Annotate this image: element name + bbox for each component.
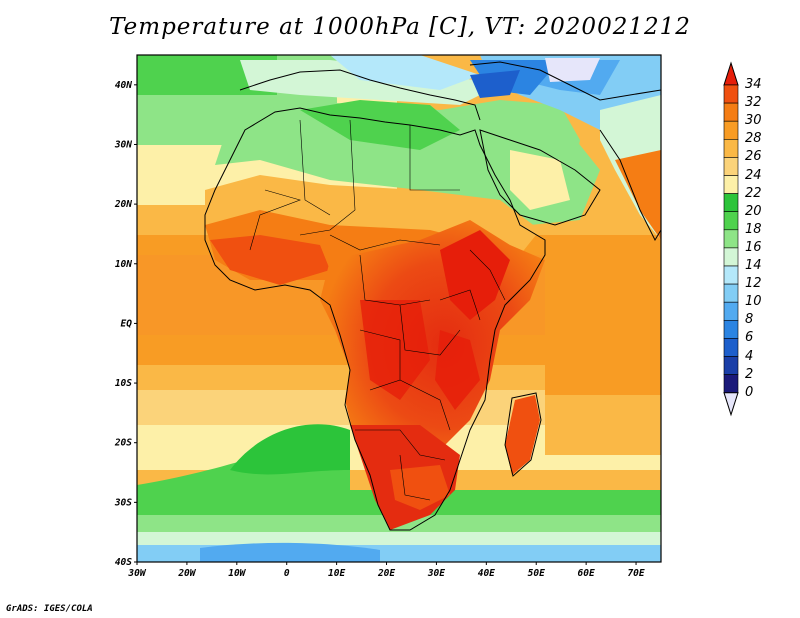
lat-label-EQ: EQ xyxy=(121,318,133,329)
colorbar-label: 4 xyxy=(745,348,754,364)
coastlines xyxy=(204,61,662,531)
lon-label-70E: 70E xyxy=(627,568,644,579)
colorbar-segment xyxy=(723,120,739,140)
colorbar-label: 26 xyxy=(745,149,762,165)
colorbar-segment xyxy=(723,247,739,267)
lat-label-40N: 40N xyxy=(115,80,132,91)
lon-label-10E: 10E xyxy=(328,568,345,579)
colorbar-label: 34 xyxy=(745,77,762,92)
lon-label-0: 0 xyxy=(284,568,290,579)
colorbar-segment xyxy=(723,193,739,213)
longitude-axis: 30W 20W 10W 0 10E 20E 30E 40E 50E 60E 70E xyxy=(127,562,645,579)
colorbar-top-triangle xyxy=(723,61,739,86)
colorbar-label: 30 xyxy=(745,113,762,129)
colorbar-label: 14 xyxy=(745,258,762,273)
borders xyxy=(249,119,506,501)
colorbar-segment xyxy=(723,157,739,176)
lon-label-20E: 20E xyxy=(377,568,395,579)
colorbar-label: 24 xyxy=(745,167,762,183)
colorbar-label: 32 xyxy=(745,95,762,111)
colorbar xyxy=(723,61,739,417)
lat-label-30S: 30S xyxy=(114,497,132,508)
credit-text: GrADS: IGES/COLA xyxy=(6,604,93,614)
colorbar-label: 10 xyxy=(745,294,762,310)
lon-label-30E: 30E xyxy=(427,568,445,579)
colorbar-segment xyxy=(723,283,739,303)
lon-label-20W: 20W xyxy=(177,568,196,579)
plot-frame xyxy=(136,54,662,563)
lat-label-20N: 20N xyxy=(114,199,132,210)
map-title: Temperature at 1000hPa [C], VT: 20200212… xyxy=(109,14,691,40)
lat-label-40S: 40S xyxy=(115,557,132,568)
colorbar-label: 18 xyxy=(745,221,762,237)
colorbar-label: 22 xyxy=(745,185,762,201)
lon-label-60E: 60E xyxy=(578,568,595,579)
colorbar-label: 12 xyxy=(745,276,762,292)
lat-label-10N: 10N xyxy=(115,259,132,270)
colorbar-label: 28 xyxy=(745,131,762,147)
lon-label-40E: 40E xyxy=(478,568,495,579)
latitude-axis: 40N 30N 20N 10N EQ 10S 20S 30S 40S xyxy=(114,80,137,568)
colorbar-segment xyxy=(723,229,739,249)
colorbar-segment xyxy=(723,175,739,194)
colorbar-segment xyxy=(723,301,739,321)
lat-label-10S: 10S xyxy=(115,378,132,389)
colorbar-segment xyxy=(723,265,739,285)
colorbar-segment xyxy=(723,139,739,158)
lat-label-30N: 30N xyxy=(114,139,132,150)
colorbar-segment xyxy=(723,319,739,339)
lon-label-10W: 10W xyxy=(228,568,246,579)
colorbar-segment xyxy=(723,84,739,104)
lat-label-20S: 20S xyxy=(114,438,132,449)
colorbar-label: 0 xyxy=(745,384,754,400)
lon-label-30W: 30W xyxy=(127,568,146,579)
colorbar-segment xyxy=(723,338,739,357)
colorbar-segment xyxy=(723,356,739,375)
colorbar-label: 8 xyxy=(745,312,754,328)
lon-label-50E: 50E xyxy=(528,568,545,579)
colorbar-segment xyxy=(723,211,739,231)
colorbar-label: 2 xyxy=(745,366,754,382)
colorbar-segment xyxy=(723,374,739,394)
colorbar-label: 16 xyxy=(745,239,762,255)
colorbar-segment xyxy=(723,102,739,122)
colorbar-bottom-triangle xyxy=(723,392,739,417)
colorbar-label: 6 xyxy=(745,330,754,346)
temperature-field xyxy=(137,55,661,562)
colorbar-label: 20 xyxy=(745,203,762,219)
